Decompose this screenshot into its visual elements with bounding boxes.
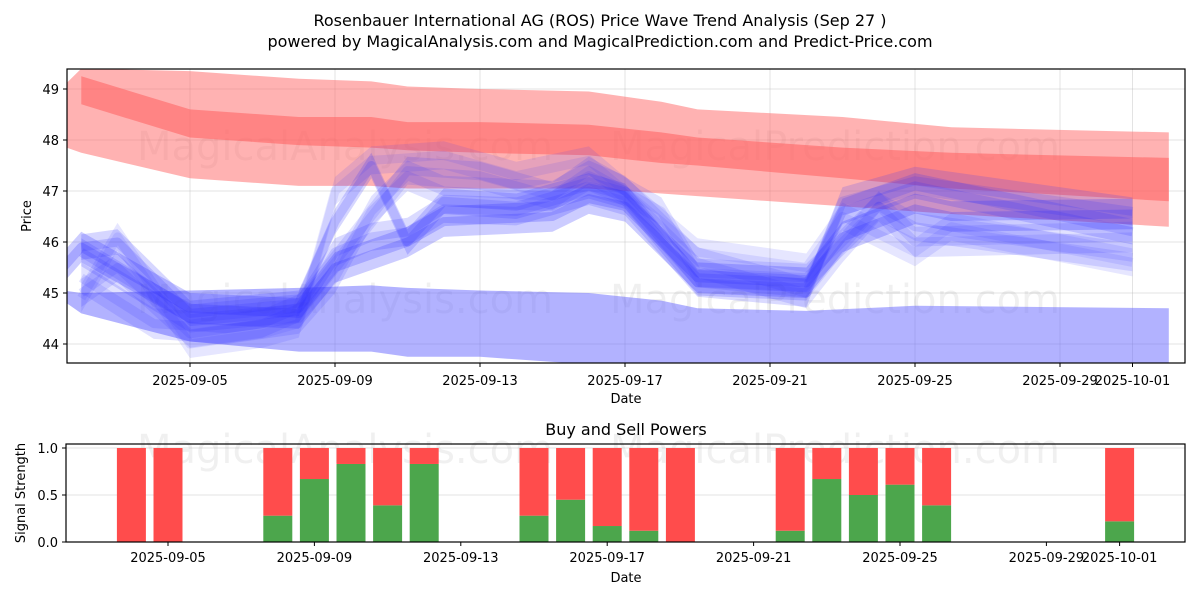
bar-x-tick-label: 2025-09-29 xyxy=(1009,551,1085,566)
sell-power-bar xyxy=(775,448,805,531)
main-x-tick-label: 2025-09-17 xyxy=(587,374,663,389)
main-x-axis: 2025-09-05 2025-09-09 2025-09-13 2025-09-17… xyxy=(152,363,1170,389)
main-x-tick-label: 2025-09-13 xyxy=(442,374,518,389)
main-x-axis-label: Date xyxy=(610,392,641,407)
main-y-tick-label: 45 xyxy=(42,287,59,302)
main-x-tick-label: 2025-09-21 xyxy=(732,374,808,389)
blue-lower-band xyxy=(67,285,1169,363)
buy-power-bar xyxy=(373,505,403,542)
bar-y-axis: 0.0 0.5 1.0 xyxy=(37,442,66,551)
sell-power-bar xyxy=(848,448,878,495)
main-x-tick-label: 2025-09-25 xyxy=(877,374,953,389)
chart-title: Rosenbauer International AG (ROS) Price … xyxy=(313,11,886,30)
bar-chart-title: Buy and Sell Powers xyxy=(545,420,707,439)
main-y-tick-label: 46 xyxy=(42,236,59,251)
buy-power-bar xyxy=(336,463,366,542)
bar-x-tick-label: 2025-09-13 xyxy=(423,551,499,566)
bar-y-tick-label: 1.0 xyxy=(37,442,58,457)
wave-1 xyxy=(67,183,1133,329)
buy-power-bar xyxy=(848,495,878,542)
wave-2 xyxy=(81,152,1133,327)
wave-3-core xyxy=(78,176,1134,323)
sell-power-bar xyxy=(922,448,952,506)
main-y-axis-label: Price xyxy=(20,200,35,232)
main-bands xyxy=(67,69,1169,363)
buy-power-bar xyxy=(922,505,952,542)
buy-power-bar xyxy=(1105,521,1135,542)
main-waves xyxy=(67,141,1134,358)
sell-power-bar xyxy=(336,448,366,464)
sell-power-bar xyxy=(153,448,183,542)
sell-power-bar xyxy=(592,448,622,527)
sell-power-bar xyxy=(665,448,695,542)
wave-1-core xyxy=(67,194,1133,318)
buy-sell-powers-chart: Buy and Sell Powers MagicalAnalysis.com … xyxy=(14,420,1186,586)
main-x-tick-label: 2025-09-09 xyxy=(297,374,373,389)
wave-6 xyxy=(81,141,1133,358)
buy-power-bar xyxy=(812,479,842,542)
main-y-tick-label: 47 xyxy=(42,185,59,200)
bar-x-axis: 2025-09-05 2025-09-09 2025-09-13 2025-09-17… xyxy=(130,542,1157,566)
buy-power-bar xyxy=(409,463,439,542)
bar-x-tick-label: 2025-10-01 xyxy=(1082,551,1158,566)
sell-power-bar xyxy=(519,448,549,516)
bar-plot-frame xyxy=(65,443,1186,543)
wave-4-core xyxy=(78,171,1133,334)
wave-5-core xyxy=(78,166,1134,339)
sell-power-bar xyxy=(116,448,146,542)
buy-power-bar xyxy=(885,484,915,542)
wave-6-core xyxy=(77,150,1134,349)
sell-power-bar xyxy=(299,448,329,480)
main-y-tick-label: 48 xyxy=(42,134,59,149)
sell-power-bar xyxy=(263,448,293,516)
bar-x-axis-label: Date xyxy=(610,571,641,586)
buy-power-bar xyxy=(519,515,549,542)
buy-power-bar xyxy=(299,479,329,542)
buy-power-bar xyxy=(592,526,622,542)
chart-subtitle: powered by MagicalAnalysis.com and Magic… xyxy=(267,32,932,51)
main-x-tick-label: 2025-09-05 xyxy=(152,374,228,389)
main-x-tick-label: 2025-09-29 xyxy=(1022,374,1098,389)
bar-x-tick-label: 2025-09-17 xyxy=(569,551,645,566)
buy-power-bar xyxy=(629,530,659,542)
main-plot-frame xyxy=(66,68,1186,364)
bar-marks xyxy=(116,448,1135,542)
bar-y-tick-label: 0.5 xyxy=(37,489,58,504)
bar-x-tick-label: 2025-09-09 xyxy=(277,551,353,566)
bar-x-tick-label: 2025-09-21 xyxy=(716,551,792,566)
bar-x-tick-label: 2025-09-25 xyxy=(862,551,938,566)
bar-y-axis-label: Signal Strength xyxy=(14,443,29,543)
sell-power-bar xyxy=(629,448,659,531)
wave-3 xyxy=(81,166,1133,333)
wave-4 xyxy=(81,160,1133,344)
sell-power-bar xyxy=(885,448,915,485)
buy-power-bar xyxy=(263,515,293,542)
price-wave-chart: MagicalAnalysis.com MagicalPrediction.co… xyxy=(20,68,1186,407)
sell-power-bar xyxy=(556,448,586,500)
sell-power-bar xyxy=(373,448,403,506)
sell-power-bar xyxy=(409,448,439,464)
bar-y-tick-label: 0.0 xyxy=(37,536,58,551)
sell-power-bar xyxy=(1105,448,1135,522)
main-y-tick-label: 44 xyxy=(42,338,59,353)
main-y-tick-label: 49 xyxy=(42,83,59,98)
sell-power-bar xyxy=(812,448,842,480)
main-y-axis: 44 45 46 47 48 49 xyxy=(42,83,67,353)
buy-power-bar xyxy=(556,499,586,542)
wave-5 xyxy=(81,156,1133,348)
red-inner-band xyxy=(81,76,1169,202)
wave-2-core xyxy=(80,161,1134,318)
bar-x-tick-label: 2025-09-05 xyxy=(130,551,206,566)
main-x-tick-label: 2025-10-01 xyxy=(1095,374,1171,389)
buy-power-bar xyxy=(775,530,805,542)
